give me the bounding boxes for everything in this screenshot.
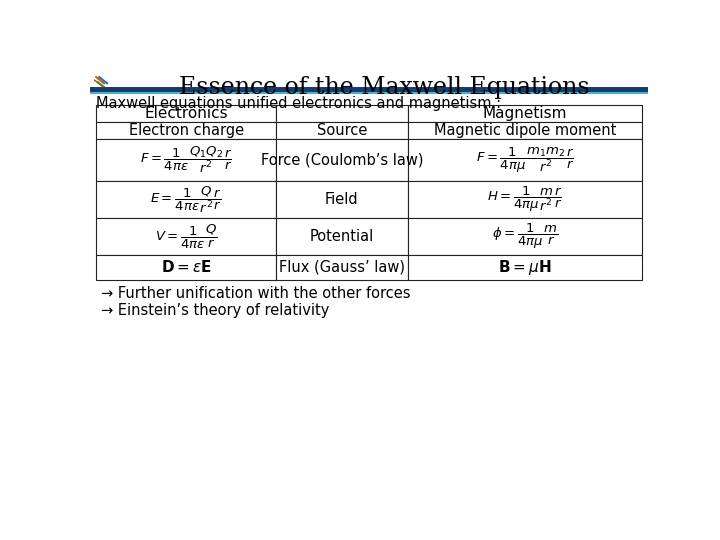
Bar <box>276 139 408 181</box>
Bar <box>96 122 276 139</box>
Text: $\mathit{F}=\dfrac{1}{4\pi\mu}\dfrac{m_1m_2}{r^2}\dfrac{\mathit{r}}{r}$: $\mathit{F}=\dfrac{1}{4\pi\mu}\dfrac{m_1… <box>475 145 574 174</box>
Text: $\mathbf{D}=\varepsilon\mathbf{E}$: $\mathbf{D}=\varepsilon\mathbf{E}$ <box>161 259 212 275</box>
Text: Magnetism: Magnetism <box>482 106 567 121</box>
Text: Magnetic dipole moment: Magnetic dipole moment <box>433 123 616 138</box>
Bar <box>96 139 276 181</box>
Text: $\mathit{H}=\dfrac{1}{4\pi\mu}\dfrac{m}{r^2}\dfrac{\mathit{r}}{r}$: $\mathit{H}=\dfrac{1}{4\pi\mu}\dfrac{m}{… <box>487 185 562 214</box>
Text: Force (Coulomb’s law): Force (Coulomb’s law) <box>261 152 423 167</box>
Bar <box>408 181 642 218</box>
Text: Electronics: Electronics <box>144 106 228 121</box>
Text: $V=\dfrac{1}{4\pi\varepsilon}\dfrac{Q}{r}$: $V=\dfrac{1}{4\pi\varepsilon}\dfrac{Q}{r… <box>155 222 217 251</box>
Text: Maxwell equations unified electronics and magnetism :: Maxwell equations unified electronics an… <box>96 96 501 111</box>
Bar <box>96 181 276 218</box>
Bar <box>408 105 642 122</box>
Bar <box>96 255 276 280</box>
Bar <box>408 218 642 255</box>
Bar <box>96 218 276 255</box>
Bar <box>276 105 408 122</box>
Bar <box>408 139 642 181</box>
Bar <box>96 105 276 122</box>
Bar <box>408 255 642 280</box>
Text: $\mathit{F}=\dfrac{1}{4\pi\varepsilon}\dfrac{Q_1Q_2}{r^2}\dfrac{\mathit{r}}{r}$: $\mathit{F}=\dfrac{1}{4\pi\varepsilon}\d… <box>140 145 233 175</box>
Bar <box>276 255 408 280</box>
Text: $\phi=\dfrac{1}{4\pi\mu}\dfrac{m}{r}$: $\phi=\dfrac{1}{4\pi\mu}\dfrac{m}{r}$ <box>492 222 558 251</box>
Bar <box>408 122 642 139</box>
Bar <box>276 181 408 218</box>
Text: Field: Field <box>325 192 359 207</box>
Text: Electron charge: Electron charge <box>129 123 243 138</box>
Bar <box>276 122 408 139</box>
Text: Source: Source <box>317 123 367 138</box>
Text: $\mathit{E}=\dfrac{1}{4\pi\varepsilon}\dfrac{Q}{r^2}\dfrac{\mathit{r}}{r}$: $\mathit{E}=\dfrac{1}{4\pi\varepsilon}\d… <box>150 184 222 215</box>
Text: $\mathbf{B}=\mu\mathbf{H}$: $\mathbf{B}=\mu\mathbf{H}$ <box>498 258 552 277</box>
Bar <box>276 218 408 255</box>
Text: → Einstein’s theory of relativity: → Einstein’s theory of relativity <box>101 303 329 318</box>
Text: Essence of the Maxwell Equations: Essence of the Maxwell Equations <box>179 76 590 99</box>
Text: → Further unification with the other forces: → Further unification with the other for… <box>101 286 410 301</box>
Text: Flux (Gauss’ law): Flux (Gauss’ law) <box>279 260 405 275</box>
Text: Potential: Potential <box>310 229 374 244</box>
